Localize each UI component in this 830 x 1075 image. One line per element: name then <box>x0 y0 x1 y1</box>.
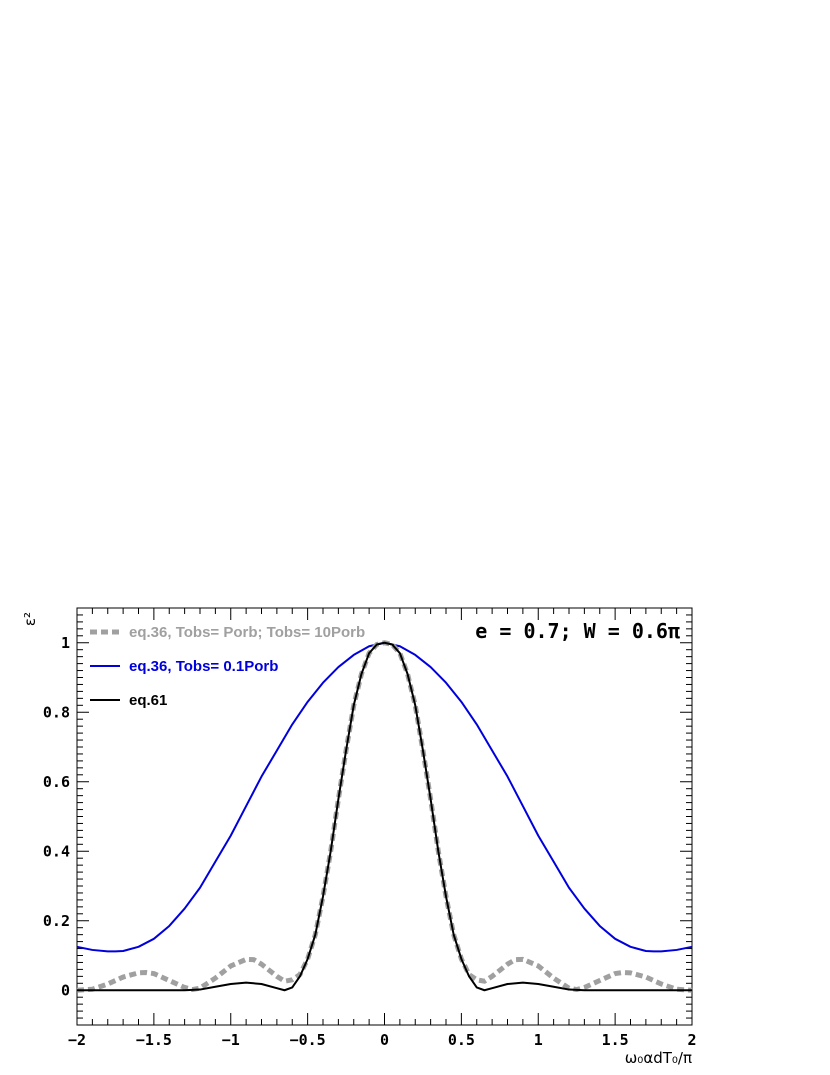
y-tick-labels: 0 0.2 0.4 0.6 0.8 1 <box>43 634 70 1000</box>
y-tick-label: 0.8 <box>43 703 70 721</box>
x-tick-label: −2 <box>68 1031 86 1049</box>
x-tick-label: 2 <box>687 1031 696 1049</box>
y-tick-label: 0.4 <box>43 842 70 860</box>
series-layer <box>76 640 693 993</box>
y-tick-label: 0 <box>61 981 70 999</box>
legend-label-black: eq.61 <box>129 692 167 709</box>
y-tick-label: 0.6 <box>43 773 70 791</box>
x-tick-label: −1 <box>222 1031 240 1049</box>
x-tick-label: 1.5 <box>602 1031 629 1049</box>
y-tick-label: 0.2 <box>43 912 70 930</box>
x-tick-label: −1.5 <box>136 1031 172 1049</box>
x-tick-label: −0.5 <box>290 1031 326 1049</box>
y-tick-label: 1 <box>61 634 70 652</box>
legend-label-blue: eq.36, Tobs= 0.1Porb <box>129 658 278 675</box>
x-tick-label: 0.5 <box>448 1031 475 1049</box>
x-tick-label: 1 <box>534 1031 543 1049</box>
legend-label-gray: eq.36, Tobs= Porb; Tobs= 10Porb <box>129 624 365 641</box>
annotation-text: e = 0.7; W = 0.6π <box>475 619 680 643</box>
legend: eq.36, Tobs= Porb; Tobs= 10Porb eq.36, T… <box>90 624 365 709</box>
series-line-eq36-short <box>76 641 693 953</box>
x-tick-labels: −2 −1.5 −1 −0.5 0 0.5 1 1.5 2 <box>68 1031 697 1049</box>
series-line-eq61 <box>77 641 692 992</box>
x-tick-label: 0 <box>380 1031 389 1049</box>
y-axis-title: ε² <box>21 612 39 626</box>
x-axis-title: ω₀αdT₀/π <box>625 1049 692 1067</box>
axis-ticks <box>76 607 693 1026</box>
series-line-eq36-long <box>76 640 693 993</box>
